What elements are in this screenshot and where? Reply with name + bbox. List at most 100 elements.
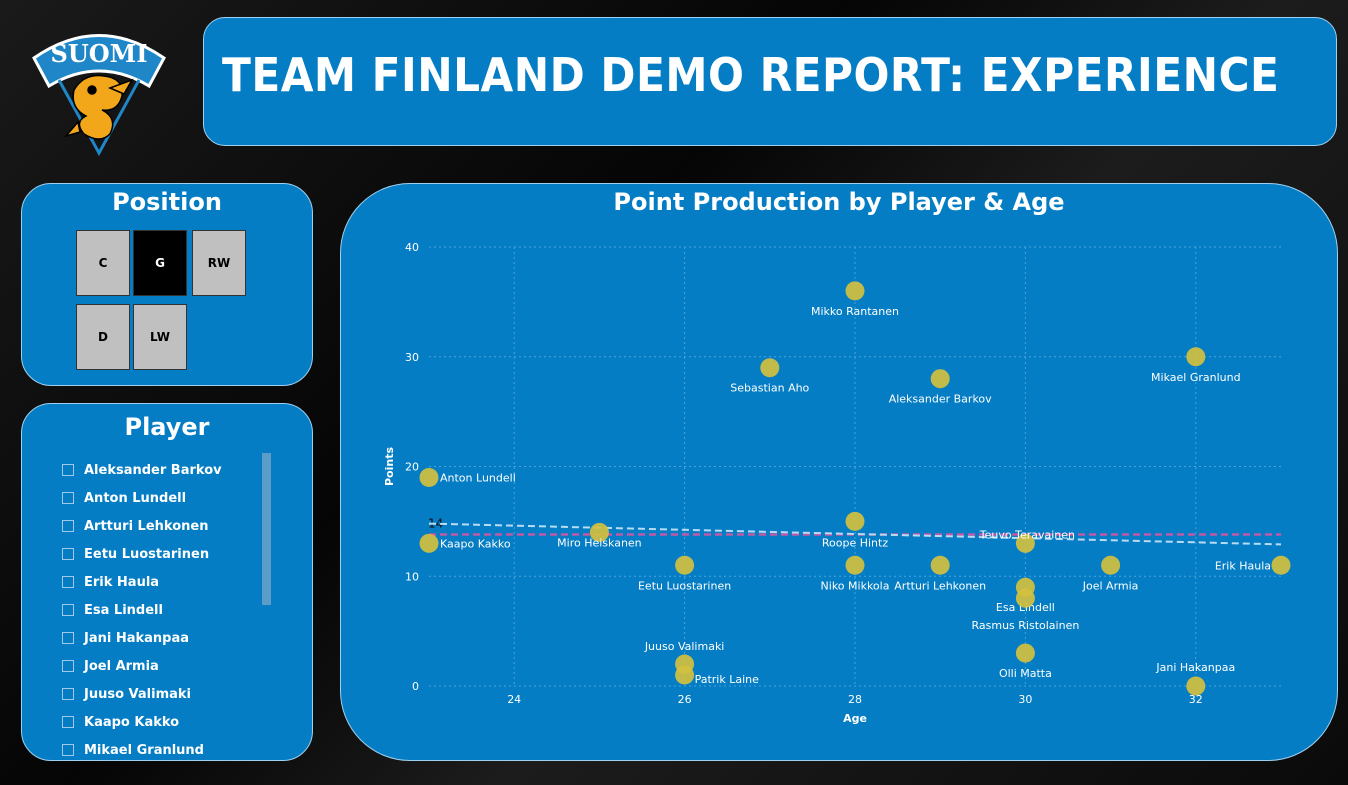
player-item[interactable]: Mikael Granlund bbox=[62, 736, 262, 760]
player-name: Anton Lundell bbox=[84, 490, 187, 506]
report-title: TEAM FINLAND DEMO REPORT: EXPERIENCE bbox=[222, 48, 1280, 102]
data-point bbox=[845, 555, 865, 575]
player-checkbox[interactable] bbox=[62, 520, 74, 532]
player-item[interactable]: Joel Armia bbox=[62, 652, 262, 680]
x-tick-label: 28 bbox=[848, 693, 862, 706]
player-checkbox[interactable] bbox=[62, 464, 74, 476]
data-point-label: Miro Heiskanen bbox=[557, 536, 642, 549]
data-point bbox=[419, 533, 439, 553]
data-point-label: Teuvo Teravainen bbox=[979, 528, 1075, 541]
data-point bbox=[760, 358, 780, 378]
data-point-label: Jani Hakanpaa bbox=[1155, 661, 1235, 674]
data-point-label: Sebastian Aho bbox=[730, 382, 809, 395]
data-point-label: Anton Lundell bbox=[440, 471, 516, 484]
player-slicer: Player Aleksander Barkov Anton Lundell Art… bbox=[21, 403, 313, 761]
y-tick-label: 30 bbox=[405, 351, 419, 364]
player-list-scrollbar[interactable] bbox=[262, 453, 271, 605]
data-point-label: Aleksander Barkov bbox=[889, 393, 992, 406]
data-point bbox=[1186, 347, 1206, 367]
data-point-label: Mikael Granlund bbox=[1151, 371, 1241, 384]
data-point bbox=[1101, 555, 1121, 575]
player-name: Erik Haula bbox=[84, 574, 160, 590]
player-checkbox[interactable] bbox=[62, 604, 74, 616]
data-point bbox=[930, 555, 950, 575]
chart-title: Point Production by Player & Age bbox=[613, 188, 1065, 216]
data-point-label: Rasmus Ristolainen bbox=[971, 619, 1079, 632]
trend-line bbox=[428, 522, 1282, 546]
position-slicer: Position C G RW D LW bbox=[21, 183, 313, 386]
data-point-label: Juuso Valimaki bbox=[644, 640, 725, 653]
data-point-label: Kaapo Kakko bbox=[440, 537, 511, 550]
report-header: TEAM FINLAND DEMO REPORT: EXPERIENCE bbox=[203, 17, 1337, 146]
player-checkbox[interactable] bbox=[62, 744, 74, 756]
data-point bbox=[845, 511, 865, 531]
player-checkbox[interactable] bbox=[62, 492, 74, 504]
x-axis-label: Age bbox=[843, 712, 867, 725]
player-item[interactable]: Artturi Lehkonen bbox=[62, 512, 262, 540]
player-name: Kaapo Kakko bbox=[84, 714, 180, 730]
player-item[interactable]: Erik Haula bbox=[62, 568, 262, 596]
player-checkbox[interactable] bbox=[62, 688, 74, 700]
x-tick-label: 32 bbox=[1189, 693, 1203, 706]
player-slicer-title: Player bbox=[124, 413, 210, 441]
player-item[interactable]: Eetu Luostarinen bbox=[62, 540, 262, 568]
player-name: Juuso Valimaki bbox=[84, 686, 191, 702]
player-name: Mikael Granlund bbox=[84, 742, 204, 758]
data-point-label: Niko Mikkola bbox=[821, 579, 890, 592]
position-button-c[interactable]: C bbox=[76, 230, 130, 296]
y-tick-label: 10 bbox=[405, 570, 419, 583]
player-name: Aleksander Barkov bbox=[84, 462, 222, 478]
data-point-label: Erik Haula bbox=[1215, 559, 1271, 572]
player-item[interactable]: Esa Lindell bbox=[62, 596, 262, 624]
data-point-label: Olli Matta bbox=[999, 667, 1052, 680]
player-name: Joel Armia bbox=[84, 658, 159, 674]
x-tick-label: 24 bbox=[507, 693, 521, 706]
position-button-rw[interactable]: RW bbox=[192, 230, 246, 296]
player-name: Jani Hakanpaa bbox=[84, 630, 190, 646]
suomi-logo: SUOMI bbox=[32, 34, 166, 157]
position-button-lw[interactable]: LW bbox=[133, 304, 187, 370]
data-point-label: Eetu Luostarinen bbox=[638, 579, 731, 592]
data-point-label: Artturi Lehkonen bbox=[894, 579, 986, 592]
x-tick-label: 26 bbox=[678, 693, 692, 706]
x-tick-label: 30 bbox=[1018, 693, 1032, 706]
player-checkbox[interactable] bbox=[62, 576, 74, 588]
data-point-label: Patrik Laine bbox=[695, 673, 760, 686]
data-point bbox=[1015, 533, 1035, 553]
y-axis-label: Points bbox=[383, 447, 396, 486]
player-item[interactable]: Jani Hakanpaa bbox=[62, 624, 262, 652]
player-name: Eetu Luostarinen bbox=[84, 546, 210, 562]
data-point-label: Mikko Rantanen bbox=[811, 305, 899, 318]
position-button-g[interactable]: G bbox=[133, 230, 187, 296]
y-tick-label: 0 bbox=[412, 680, 419, 693]
y-tick-label: 20 bbox=[405, 461, 419, 474]
player-name: Artturi Lehkonen bbox=[84, 518, 209, 534]
data-point bbox=[589, 522, 609, 542]
data-point bbox=[845, 281, 865, 301]
data-point bbox=[1015, 643, 1035, 663]
player-checkbox[interactable] bbox=[62, 660, 74, 672]
player-checkbox[interactable] bbox=[62, 632, 74, 644]
data-point bbox=[930, 369, 950, 389]
player-item[interactable]: Anton Lundell bbox=[62, 484, 262, 512]
logo-text: SUOMI bbox=[51, 39, 148, 68]
data-point bbox=[1015, 588, 1035, 608]
data-point-label: Joel Armia bbox=[1082, 579, 1139, 592]
lion-icon bbox=[63, 74, 134, 140]
scatter-chart-panel: Point Production by Player & Age 0 10 20 30… bbox=[340, 183, 1338, 761]
player-item[interactable]: Juuso Valimaki bbox=[62, 680, 262, 708]
player-checkbox[interactable] bbox=[62, 716, 74, 728]
player-item[interactable]: Kaapo Kakko bbox=[62, 708, 262, 736]
data-point-label: Roope Hintz bbox=[822, 536, 888, 549]
player-checkbox[interactable] bbox=[62, 548, 74, 560]
data-point bbox=[1271, 555, 1291, 575]
player-list: Aleksander Barkov Anton Lundell Artturi Le… bbox=[62, 456, 262, 760]
player-item[interactable]: Aleksander Barkov bbox=[62, 456, 262, 484]
data-point-label: Esa Lindell bbox=[996, 601, 1055, 614]
data-point bbox=[1186, 676, 1206, 696]
position-slicer-title: Position bbox=[112, 188, 222, 216]
data-point bbox=[675, 555, 695, 575]
y-tick-label: 40 bbox=[405, 241, 419, 254]
position-button-d[interactable]: D bbox=[76, 304, 130, 370]
